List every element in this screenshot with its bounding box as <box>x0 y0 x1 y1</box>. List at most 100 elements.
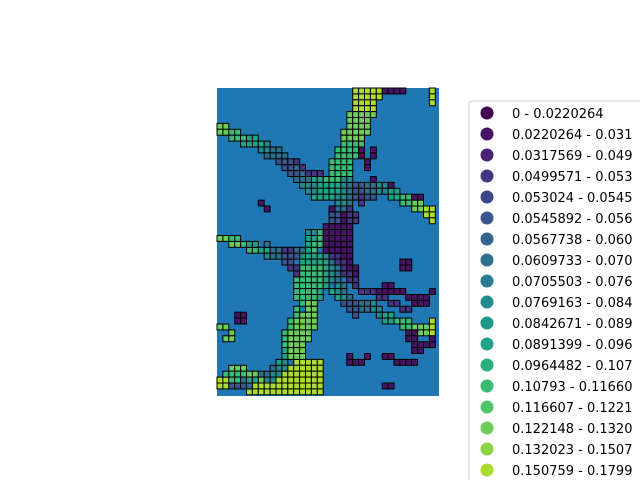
map-cell <box>234 382 242 390</box>
map-cell <box>334 217 342 225</box>
map-cell <box>417 294 425 301</box>
map-cell <box>381 87 389 95</box>
map-cell <box>328 264 336 272</box>
map-cell <box>305 252 312 260</box>
map-cell <box>287 370 295 378</box>
map-cell <box>346 164 354 172</box>
legend-label: 0.150759 - 0.1799 <box>512 464 632 479</box>
map-cell <box>405 294 413 301</box>
map-cell <box>257 140 265 148</box>
map-cell <box>346 252 354 260</box>
map-cell <box>322 264 330 272</box>
map-cell <box>275 246 283 254</box>
map-cell <box>387 181 395 189</box>
map-cell <box>222 335 230 343</box>
map-cell <box>358 111 366 118</box>
legend-marker <box>480 190 494 204</box>
map-cell <box>246 370 253 378</box>
map-cell <box>234 235 242 242</box>
map-cell <box>316 270 324 278</box>
map-cell <box>358 87 366 95</box>
map-cell <box>334 170 342 178</box>
map-cell <box>399 358 407 366</box>
map-cell <box>275 382 283 390</box>
map-cell <box>405 199 413 207</box>
map-cell <box>428 323 436 331</box>
map-cell <box>299 335 307 343</box>
map-cell <box>316 382 324 390</box>
map-cell <box>387 353 395 360</box>
map-cell <box>369 299 377 307</box>
map-cell <box>340 140 348 148</box>
map-cell <box>346 134 354 142</box>
map-cell <box>299 382 307 390</box>
map-cell <box>346 117 354 124</box>
map-cell <box>387 193 395 201</box>
map-cell <box>293 276 301 284</box>
map-cell <box>299 170 307 178</box>
map-cell <box>369 99 377 107</box>
map-cell <box>352 270 360 278</box>
map-cell <box>316 388 324 396</box>
legend-entry: 0.150759 - 0.1799 <box>480 463 632 479</box>
map-cell <box>293 170 301 178</box>
map-cell <box>328 181 336 189</box>
map-cell <box>352 122 360 130</box>
legend-label: 0.0567738 - 0.060 <box>512 233 632 248</box>
map-cell <box>346 223 354 231</box>
map-cell <box>310 187 318 195</box>
map-cell <box>364 164 371 172</box>
map-cell <box>411 193 419 201</box>
map-cell <box>246 382 253 390</box>
map-cell <box>251 382 259 390</box>
map-cell <box>310 181 318 189</box>
map-cell <box>334 282 342 290</box>
legend-marker <box>480 295 494 309</box>
map-cell <box>293 294 301 301</box>
map-cell <box>293 270 301 278</box>
map-cell <box>346 146 354 154</box>
map-cell <box>340 223 348 231</box>
map-cell <box>358 305 366 313</box>
map-cell <box>240 364 248 372</box>
map-cell <box>275 146 283 154</box>
legend-marker <box>480 274 494 288</box>
map-cell <box>358 187 366 195</box>
map-cell <box>423 205 430 213</box>
map-cell <box>411 341 419 349</box>
map-cell <box>316 282 324 290</box>
map-cell <box>316 193 324 201</box>
map-cell <box>328 193 336 201</box>
map-cell <box>310 323 318 331</box>
map-cell <box>281 376 289 384</box>
map-cell <box>287 158 295 166</box>
map-cell <box>340 146 348 154</box>
map-cell <box>281 347 289 355</box>
map-cell <box>346 111 354 118</box>
map-cell <box>352 87 360 95</box>
map-cell <box>240 382 248 390</box>
map-cell <box>228 376 236 384</box>
legend-label: 0.132023 - 0.1507 <box>512 443 632 458</box>
map-cell <box>328 170 336 178</box>
map-cell <box>340 240 348 248</box>
map-cell <box>305 229 312 237</box>
map-cell <box>340 158 348 166</box>
map-cell <box>299 353 307 360</box>
map-cell <box>310 376 318 384</box>
map-cell <box>257 376 265 384</box>
map-cell <box>417 193 425 201</box>
map-cell <box>305 264 312 272</box>
map-cell <box>240 370 248 378</box>
map-cell <box>293 158 301 166</box>
map-cell <box>222 382 230 390</box>
map-cell <box>328 223 336 231</box>
map-cell <box>275 152 283 160</box>
legend-marker <box>480 337 494 351</box>
map-cell <box>364 193 371 201</box>
map-cell <box>346 258 354 266</box>
map-cell <box>322 246 330 254</box>
legend-label: 0.0891399 - 0.096 <box>512 338 632 353</box>
map-cell <box>334 294 342 301</box>
legend-label: 0.0769163 - 0.084 <box>512 296 632 311</box>
